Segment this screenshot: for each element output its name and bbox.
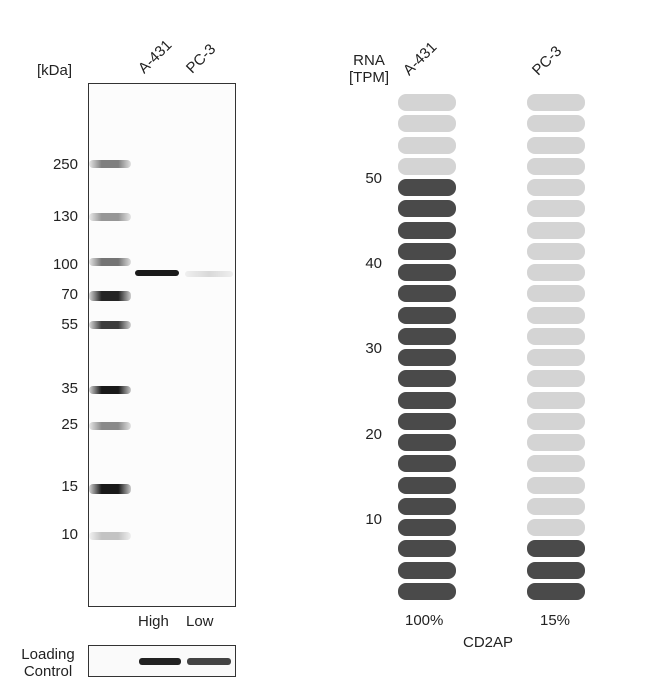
ladder-band-15 xyxy=(89,484,131,494)
rna-lane-label-a431: A-431 xyxy=(399,38,441,79)
mw-marker-35: 35 xyxy=(61,380,78,397)
rna-segment-a431-7 xyxy=(398,455,456,472)
western-blot-membrane xyxy=(88,83,236,607)
mw-marker-10: 10 xyxy=(61,526,78,543)
rna-segment-pc3-4 xyxy=(527,519,585,536)
rna-segment-pc3-2 xyxy=(527,562,585,579)
rna-segment-a431-10 xyxy=(398,392,456,409)
rna-segment-pc3-16 xyxy=(527,264,585,281)
rna-segment-a431-15 xyxy=(398,285,456,302)
ladder-band-25 xyxy=(89,422,131,430)
loading-band-pc3 xyxy=(187,658,231,665)
mw-marker-15: 15 xyxy=(61,478,78,495)
rna-segment-a431-9 xyxy=(398,413,456,430)
loading-control-label: Loading Control xyxy=(16,646,80,680)
rna-percent-a431: 100% xyxy=(405,612,444,629)
rna-segment-pc3-10 xyxy=(527,392,585,409)
rna-segment-pc3-14 xyxy=(527,307,585,324)
blot-lane-label-a431: A-431 xyxy=(134,36,176,77)
loading-label-line1: Loading xyxy=(21,646,75,663)
rna-segment-a431-2 xyxy=(398,562,456,579)
ladder-band-130 xyxy=(89,213,131,221)
rna-segment-pc3-15 xyxy=(527,285,585,302)
rna-segment-pc3-18 xyxy=(527,222,585,239)
mw-marker-130: 130 xyxy=(52,208,78,225)
rna-segment-a431-16 xyxy=(398,264,456,281)
rna-segment-a431-6 xyxy=(398,477,456,494)
rna-tick-30: 30 xyxy=(365,340,382,357)
rna-segment-pc3-12 xyxy=(527,349,585,366)
rna-segment-pc3-23 xyxy=(527,115,585,132)
band-a431 xyxy=(135,270,179,276)
kda-unit-label: [kDa] xyxy=(37,62,73,79)
rna-segment-pc3-6 xyxy=(527,477,585,494)
rna-segment-a431-19 xyxy=(398,200,456,217)
rna-segment-pc3-9 xyxy=(527,413,585,430)
loading-control-blot xyxy=(88,645,236,677)
rna-segment-pc3-17 xyxy=(527,243,585,260)
expression-label-high: High xyxy=(138,613,169,630)
rna-segment-a431-24 xyxy=(398,94,456,111)
gene-name-label: CD2AP xyxy=(463,634,514,651)
rna-segment-a431-1 xyxy=(398,583,456,600)
mw-marker-100: 100 xyxy=(52,256,78,273)
ladder-band-10 xyxy=(89,532,131,540)
expression-label-low: Low xyxy=(186,613,214,630)
rna-tick-20: 20 xyxy=(365,426,382,443)
loading-band-a431 xyxy=(139,658,181,665)
rna-segment-a431-18 xyxy=(398,222,456,239)
ladder-band-35 xyxy=(89,386,131,394)
rna-segment-pc3-7 xyxy=(527,455,585,472)
rna-tick-50: 50 xyxy=(365,170,382,187)
rna-segment-a431-5 xyxy=(398,498,456,515)
mw-marker-25: 25 xyxy=(61,416,78,433)
rna-segment-pc3-3 xyxy=(527,540,585,557)
rna-segment-pc3-13 xyxy=(527,328,585,345)
ladder-band-55 xyxy=(89,321,131,329)
rna-segment-a431-4 xyxy=(398,519,456,536)
rna-segment-pc3-20 xyxy=(527,179,585,196)
ladder-band-70 xyxy=(89,291,131,301)
mw-marker-55: 55 xyxy=(61,316,78,333)
rna-segment-pc3-22 xyxy=(527,137,585,154)
rna-segment-pc3-11 xyxy=(527,370,585,387)
rna-percent-pc3: 15% xyxy=(540,612,571,629)
ladder-band-100 xyxy=(89,258,131,266)
rna-segment-a431-21 xyxy=(398,158,456,175)
rna-segment-a431-11 xyxy=(398,370,456,387)
rna-tick-40: 40 xyxy=(365,255,382,272)
rna-segment-pc3-1 xyxy=(527,583,585,600)
rna-axis-title-line1: RNA xyxy=(353,52,385,69)
rna-segment-a431-13 xyxy=(398,328,456,345)
rna-segment-a431-22 xyxy=(398,137,456,154)
rna-segment-pc3-21 xyxy=(527,158,585,175)
rna-segment-a431-20 xyxy=(398,179,456,196)
rna-segment-pc3-24 xyxy=(527,94,585,111)
rna-tick-10: 10 xyxy=(365,511,382,528)
mw-marker-70: 70 xyxy=(61,286,78,303)
ladder-band-250 xyxy=(89,160,131,168)
rna-segment-a431-14 xyxy=(398,307,456,324)
rna-lane-label-pc3: PC-3 xyxy=(528,42,566,79)
band-pc3 xyxy=(185,271,233,277)
rna-segment-a431-8 xyxy=(398,434,456,451)
rna-segment-pc3-8 xyxy=(527,434,585,451)
mw-marker-250: 250 xyxy=(52,156,78,173)
rna-segment-pc3-5 xyxy=(527,498,585,515)
rna-axis-title: RNA [TPM] xyxy=(342,52,396,86)
rna-segment-a431-17 xyxy=(398,243,456,260)
rna-segment-pc3-19 xyxy=(527,200,585,217)
loading-label-line2: Control xyxy=(23,663,73,680)
rna-segment-a431-12 xyxy=(398,349,456,366)
rna-segment-a431-23 xyxy=(398,115,456,132)
rna-segment-a431-3 xyxy=(398,540,456,557)
blot-lane-label-pc3: PC-3 xyxy=(182,40,220,77)
rna-axis-title-line2: [TPM] xyxy=(349,69,389,86)
